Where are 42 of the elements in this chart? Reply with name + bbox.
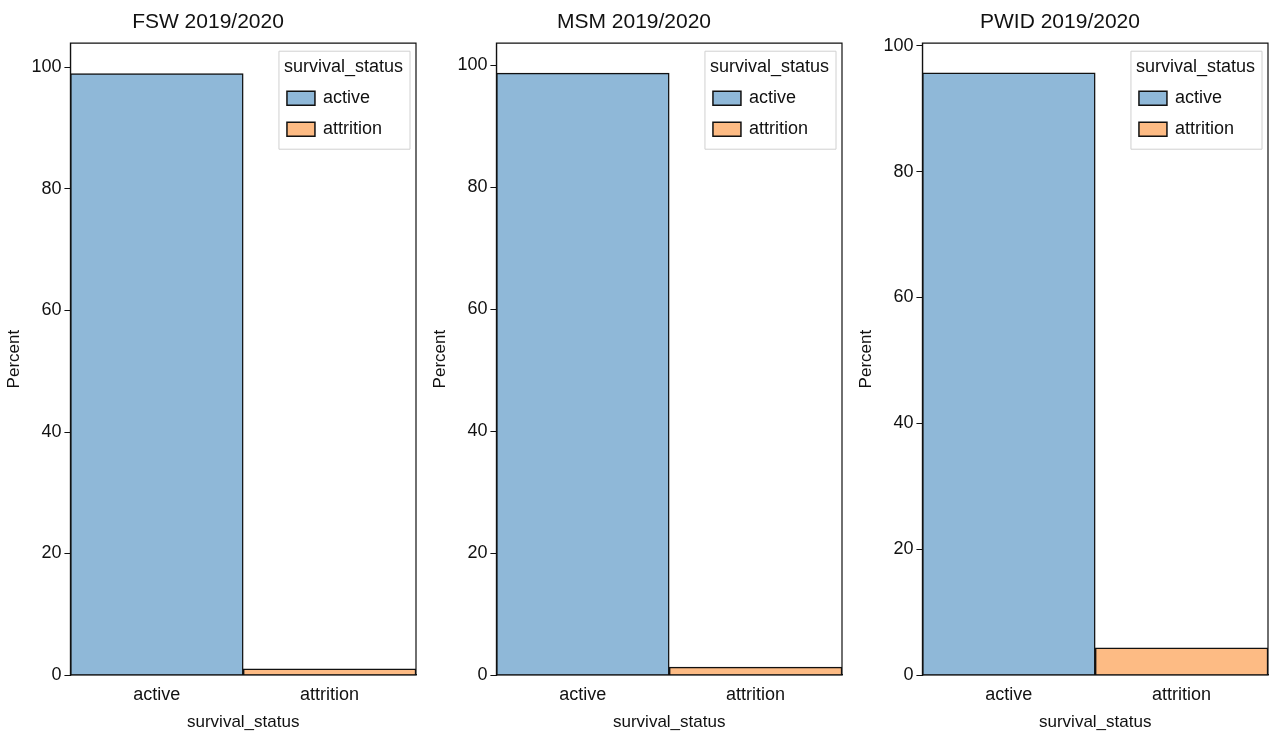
chart-title: FSW 2019/2020 bbox=[132, 9, 284, 33]
y-tick-label: 100 bbox=[883, 34, 914, 55]
y-tick-label: 80 bbox=[41, 177, 62, 198]
y-axis-title: Percent bbox=[429, 329, 449, 389]
y-tick-label: 60 bbox=[893, 286, 914, 307]
y-tick-label: 20 bbox=[893, 538, 914, 559]
y-tick-label: 60 bbox=[467, 298, 488, 319]
legend-label: active bbox=[322, 87, 370, 108]
x-axis-title: survival_status bbox=[187, 712, 300, 732]
y-tick-label: 80 bbox=[893, 160, 914, 181]
legend-title: survival_status bbox=[283, 56, 404, 78]
x-tick-label: active bbox=[133, 683, 181, 704]
legend-label: attrition bbox=[748, 118, 808, 139]
y-tick-label: 100 bbox=[457, 54, 488, 75]
legend-label: attrition bbox=[1174, 118, 1234, 139]
y-tick-label: 60 bbox=[41, 299, 62, 320]
x-tick-label: attrition bbox=[726, 683, 786, 704]
chart-title: PWID 2019/2020 bbox=[980, 9, 1140, 33]
y-tick-label: 20 bbox=[41, 542, 62, 563]
y-tick-label: 0 bbox=[51, 663, 62, 684]
chart-title: MSM 2019/2020 bbox=[556, 9, 712, 33]
x-axis-title: survival_status bbox=[1039, 712, 1152, 732]
legend-label: active bbox=[748, 87, 796, 108]
y-tick-label: 40 bbox=[467, 420, 488, 441]
legend-title: survival_status bbox=[709, 56, 830, 78]
y-tick-label: 20 bbox=[467, 542, 488, 562]
x-tick-label: attrition bbox=[300, 683, 360, 704]
x-axis-title: survival_status bbox=[613, 712, 726, 732]
y-tick-label: 0 bbox=[477, 663, 488, 684]
y-axis-title: Percent bbox=[3, 329, 23, 389]
y-tick-label: 100 bbox=[31, 56, 62, 77]
legend-label: active bbox=[1174, 87, 1222, 108]
y-tick-label: 40 bbox=[893, 412, 914, 433]
y-axis-title: Percent bbox=[855, 329, 875, 389]
legend-title: survival_status bbox=[1135, 56, 1256, 78]
x-tick-label: active bbox=[559, 683, 607, 704]
legend-label: attrition bbox=[322, 118, 382, 139]
x-tick-label: active bbox=[985, 683, 1033, 704]
y-tick-label: 0 bbox=[903, 663, 914, 684]
y-tick-label: 40 bbox=[41, 420, 62, 441]
y-tick-label: 80 bbox=[467, 176, 488, 197]
x-tick-label: attrition bbox=[1152, 683, 1212, 704]
